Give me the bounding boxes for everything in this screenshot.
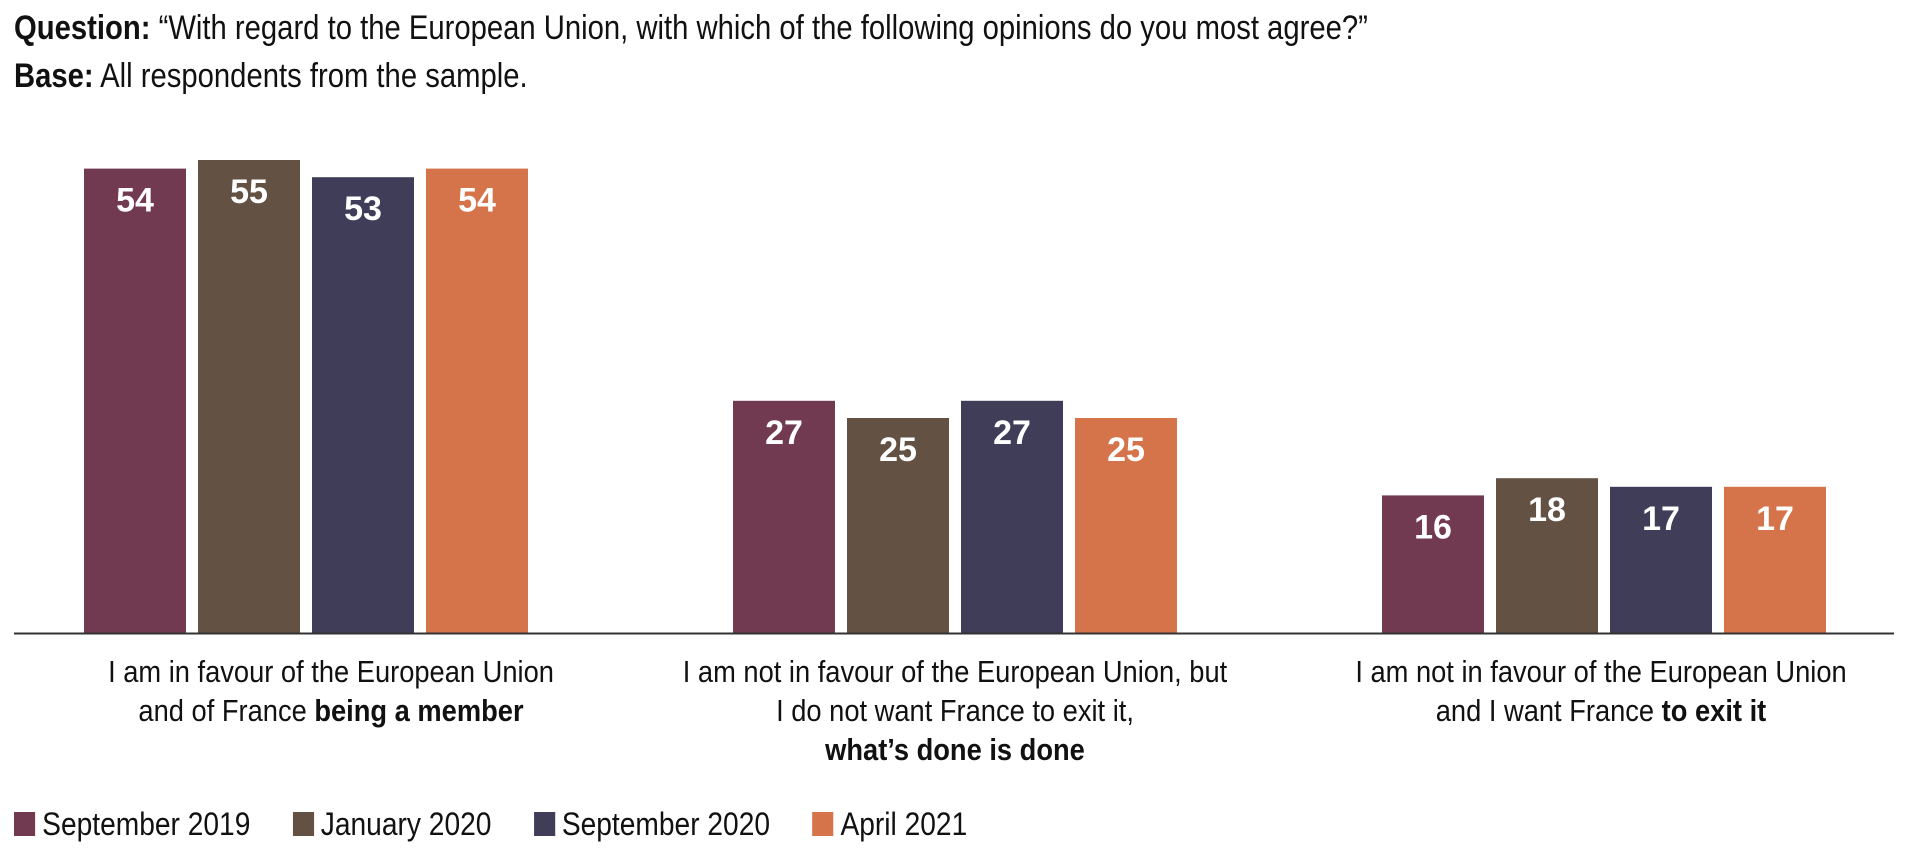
question-line: Question: “With regard to the European U… — [14, 4, 1368, 52]
data-label: 54 — [116, 182, 154, 220]
category-label-line: I am not in favour of the European Union… — [682, 654, 1228, 689]
data-label: 27 — [993, 414, 1031, 452]
legend-swatch — [812, 812, 834, 836]
bar-september-2019-cat2 — [733, 400, 835, 633]
legend-label: September 2019 — [42, 805, 251, 842]
question-label: Question: — [14, 9, 151, 47]
base-text: All respondents from the sample. — [93, 57, 528, 95]
bar-april-2021-cat3 — [1724, 486, 1826, 633]
bar-september-2019-cat3 — [1382, 495, 1484, 633]
category-label-line: I am in favour of the European Union — [108, 654, 554, 689]
category-label-line: what’s done is done — [825, 732, 1085, 767]
data-label: 54 — [458, 182, 496, 220]
data-label: 16 — [1414, 508, 1452, 546]
data-label: 17 — [1756, 500, 1794, 538]
bar-january-2020-cat3 — [1496, 478, 1598, 633]
bar-september-2019-cat1 — [84, 168, 186, 633]
legend-swatch — [533, 812, 555, 836]
legend-item-september-2019: September 2019 — [14, 806, 250, 843]
category-label-3: I am not in favour of the European Union… — [1319, 652, 1882, 730]
category-label-2: I am not in favour of the European Union… — [673, 652, 1236, 769]
legend-item-april-2021: April 2021 — [812, 806, 967, 843]
category-label-line: and I want France to exit it — [1435, 693, 1767, 728]
bar-january-2020-cat2 — [847, 418, 949, 633]
category-label-line: and of France being a member — [138, 693, 524, 728]
legend-item-september-2020: September 2020 — [533, 805, 771, 843]
legend-label: January 2020 — [320, 805, 492, 842]
legend-item-january-2020: January 2020 — [292, 805, 492, 843]
legend-swatch — [292, 812, 314, 836]
base-line: Base: All respondents from the sample. — [14, 52, 1368, 100]
category-label-line: I am not in favour of the European Union — [1355, 654, 1847, 689]
base-label: Base: — [14, 57, 94, 95]
data-label: 27 — [765, 414, 803, 452]
bar-april-2021-cat1 — [426, 168, 528, 633]
legend-label: September 2020 — [561, 805, 771, 842]
data-label: 18 — [1528, 491, 1566, 529]
data-label: 17 — [1642, 500, 1680, 538]
question-text: “With regard to the European Union, with… — [150, 9, 1368, 47]
bar-september-2020-cat1 — [312, 177, 414, 633]
bar-april-2021-cat2 — [1075, 418, 1177, 633]
bar-september-2020-cat2 — [961, 400, 1063, 633]
category-label-1: I am in favour of the European Union and … — [49, 652, 612, 730]
chart-header: Question: “With regard to the European U… — [14, 4, 1368, 100]
category-label-line: I do not want France to exit it, — [776, 693, 1134, 728]
data-label: 25 — [1107, 431, 1145, 469]
data-label: 53 — [344, 190, 382, 228]
chart-legend: September 2019 January 2020 September 2020… — [14, 804, 1009, 844]
legend-label: April 2021 — [840, 805, 968, 842]
legend-swatch — [14, 812, 36, 836]
data-label: 25 — [879, 431, 917, 469]
data-label: 55 — [230, 173, 268, 211]
bar-january-2020-cat1 — [198, 160, 300, 633]
bar-september-2020-cat3 — [1610, 486, 1712, 633]
